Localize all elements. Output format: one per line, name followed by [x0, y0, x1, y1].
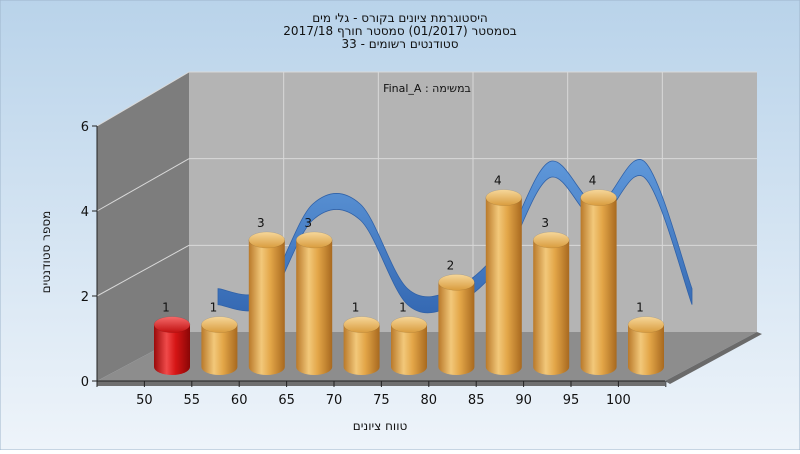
bar-body: [248, 240, 285, 375]
y-axis: 0 2 4 6: [81, 120, 98, 390]
bar-value-label: 1: [636, 301, 644, 315]
bar-body: [296, 240, 333, 375]
bar-body: [628, 324, 664, 375]
grid-line-side: [96, 244, 190, 297]
chart-subtitle: Final_A : במשימה: [383, 82, 471, 95]
chart-title-line-2: בסמסטר (01/2017) סמסטר חורף 2017/18: [283, 24, 516, 38]
bar-cap: [153, 316, 191, 333]
bar-cap: [343, 316, 380, 333]
bar-90: 3: [532, 216, 570, 375]
bar-value-label: 1: [210, 301, 218, 315]
bar-75: 1: [390, 301, 428, 375]
bar-value-label: 1: [352, 301, 360, 315]
bars: 1 1 3 3 1 1 2 4 3 4 1: [153, 174, 665, 375]
x-tick-label: 50: [136, 393, 153, 408]
bar-cap: [438, 274, 475, 291]
y-tick-label: 0: [81, 375, 89, 390]
y-tick-label: 6: [81, 120, 89, 135]
bar-60: 3: [248, 216, 286, 375]
bar-cap: [485, 189, 523, 206]
bar-body: [201, 324, 238, 375]
bar-value-label: 1: [162, 301, 170, 315]
trend-ribbon: [217, 159, 693, 314]
x-axis: 50 55 60 65 70 75 80 85 90 95 100: [96, 380, 667, 408]
x-tick-label: 55: [184, 393, 201, 408]
bar-value-label: 3: [304, 216, 312, 230]
x-tick-label: 100: [606, 393, 631, 408]
bar-95: 4: [580, 174, 617, 375]
bar-body: [391, 324, 427, 375]
grid-line-side: [96, 71, 190, 127]
bar-cap: [248, 231, 286, 249]
bar-85: 4: [485, 174, 523, 375]
grid-lines: [96, 71, 757, 332]
x-axis-label: טווח ציונים: [353, 419, 408, 433]
side-wall: [97, 72, 189, 381]
bar-cap: [390, 316, 428, 333]
x-tick-label: 75: [373, 393, 390, 408]
x-tick-label: 90: [515, 393, 532, 408]
chart-title-line-1: היסטוגרמת ציונים בקורס - גלי מים: [312, 11, 488, 25]
x-tick-label: 60: [231, 393, 248, 408]
bar-80: 2: [438, 258, 475, 375]
x-tick-label: 65: [278, 393, 295, 408]
bar-body: [485, 197, 522, 375]
floor-side-edge: [665, 332, 762, 384]
bar-cap: [201, 316, 238, 333]
bar-65: 3: [295, 216, 333, 375]
y-axis-label: מספר סטודנטים: [39, 211, 53, 294]
bar-body: [580, 197, 617, 375]
bar-body: [343, 324, 380, 375]
bar-55: 1: [201, 301, 238, 375]
x-tick-label: 80: [421, 393, 438, 408]
bar-cap: [580, 189, 617, 206]
bar-body: [533, 240, 570, 375]
bar-value-label: 1: [399, 301, 407, 315]
bar-100: 1: [627, 301, 665, 375]
bar-cap: [532, 231, 570, 249]
x-tick-label: 85: [468, 393, 485, 408]
x-tick-label: 95: [563, 393, 580, 408]
x-tick-label: 70: [326, 393, 343, 408]
bar-body: [438, 282, 475, 375]
y-tick-label: 4: [81, 205, 89, 220]
bar-value-label: 4: [589, 174, 597, 188]
trend-ribbon-path: [217, 159, 693, 314]
y-tick-label: 2: [81, 290, 89, 305]
bar-value-label: 2: [447, 258, 455, 272]
bar-cap: [627, 316, 665, 333]
bar-value-label: 4: [494, 174, 502, 188]
bar-cap: [295, 231, 333, 249]
bar-70: 1: [343, 301, 380, 375]
bar-value-label: 3: [541, 216, 549, 230]
bar-value-label: 3: [257, 216, 265, 230]
chart-title-line-3: סטודנטים רשומים - 33: [341, 37, 458, 51]
bar-50: 1: [153, 301, 191, 375]
bar-body: [154, 324, 190, 375]
grid-line-side: [96, 158, 190, 212]
